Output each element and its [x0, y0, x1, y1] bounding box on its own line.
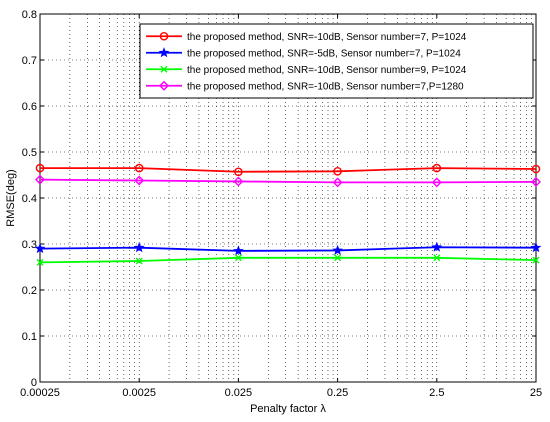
x-tick-label: 25 — [530, 387, 542, 399]
y-tick-label: 0.7 — [22, 55, 37, 67]
legend-entry: the proposed method, SNR=-5dB, Sensor nu… — [146, 47, 461, 59]
x-tick-label: 2.5 — [429, 387, 444, 399]
x-tick-label: 0.025 — [225, 387, 253, 399]
y-tick-label: 0.8 — [22, 9, 37, 21]
data-point — [432, 163, 442, 173]
data-point — [158, 47, 170, 58]
data-point — [134, 175, 145, 186]
legend-entry: the proposed method, SNR=-10dB, Sensor n… — [146, 32, 467, 43]
data-point — [36, 258, 44, 266]
data-point — [531, 176, 541, 187]
series — [35, 174, 541, 188]
y-tick-label: 0.5 — [22, 147, 37, 159]
series — [36, 254, 540, 266]
data-point — [34, 242, 46, 254]
data-point — [431, 177, 442, 188]
y-tick-label: 0.4 — [22, 193, 37, 205]
x-tick-label: 0.00025 — [20, 387, 60, 399]
y-tick-label: 0.3 — [22, 239, 37, 251]
y-tick-label: 0.1 — [22, 331, 37, 343]
series-line — [39, 178, 537, 184]
data-point — [233, 245, 244, 256]
data-point — [431, 241, 443, 252]
data-point — [133, 242, 145, 253]
legend-label: the proposed method, SNR=-10dB, Sensor n… — [187, 65, 467, 76]
data-point — [35, 163, 45, 173]
y-axis-label: RMSE(deg) — [5, 169, 17, 226]
data-point — [433, 254, 441, 262]
grid — [40, 14, 536, 382]
x-axis-label: Penalty factor λ — [250, 403, 326, 415]
legend-label: the proposed method, SNR=-10dB, Sensor n… — [187, 32, 467, 43]
legend-entry: the proposed method, SNR=-10dB, Sensor n… — [146, 80, 464, 92]
data-point — [332, 244, 343, 255]
data-point — [333, 167, 342, 176]
y-tick-label: 0 — [31, 377, 37, 389]
x-tick-label: 0.0025 — [122, 387, 156, 399]
series-line — [39, 246, 537, 252]
data-point — [234, 167, 243, 177]
data-point — [532, 256, 540, 264]
data-point — [159, 31, 169, 41]
data-point — [332, 177, 343, 188]
data-point — [530, 242, 542, 253]
y-tick-label: 0.6 — [22, 101, 37, 113]
legend: the proposed method, SNR=-10dB, Sensor n… — [139, 23, 534, 99]
data-point — [234, 254, 242, 262]
data-point — [531, 164, 541, 174]
data-point — [35, 174, 45, 185]
series — [35, 163, 541, 177]
legend-box — [139, 23, 534, 99]
x-tick-label: 0.25 — [327, 387, 348, 399]
legend-label: the proposed method, SNR=-10dB, Sensor n… — [187, 81, 464, 92]
series-group — [34, 163, 542, 266]
legend-label: the proposed method, SNR=-5dB, Sensor nu… — [187, 48, 461, 59]
data-point — [334, 254, 342, 262]
data-point — [159, 80, 169, 91]
data-point — [160, 65, 168, 73]
series-line — [40, 167, 537, 173]
data-point — [134, 163, 144, 173]
data-point — [135, 257, 143, 265]
data-point — [233, 176, 244, 187]
legend-entry: the proposed method, SNR=-10dB, Sensor n… — [146, 65, 467, 76]
series — [34, 241, 542, 256]
axes: 0 0.1 0.2 0.3 0.4 0.5 0.6 0.7 0.8 0.00025 0.0025 0.… — [20, 9, 542, 399]
series-line — [39, 256, 537, 264]
y-tick-label: 0.2 — [22, 285, 37, 297]
